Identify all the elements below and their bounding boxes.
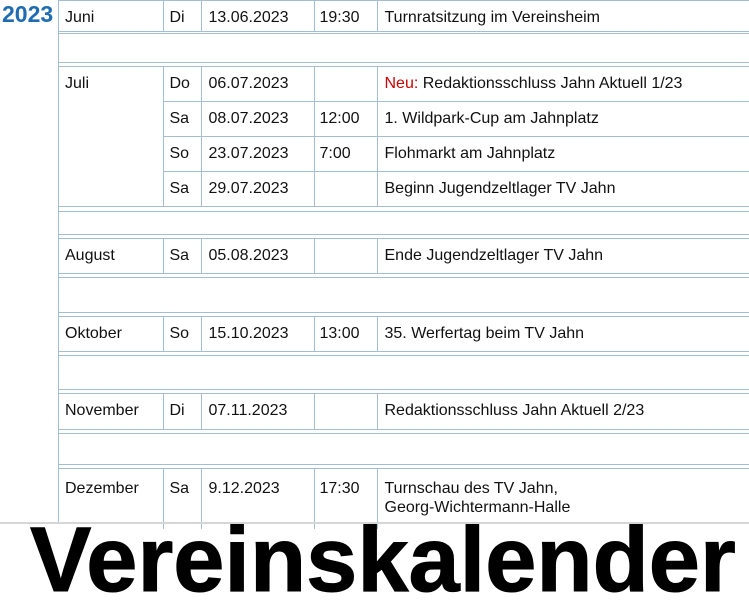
event-cell: 1. Wildpark-Cup am Jahnplatz: [377, 101, 749, 137]
date-cell: 13.06.2023: [201, 0, 315, 32]
month-block-juli: Juli Do 06.07.2023 Neu: Redaktionsschlus…: [59, 66, 749, 207]
calendar-row: So 23.07.2023 7:00 Flohmarkt am Jahnplat…: [59, 136, 749, 172]
day-cell: Sa: [163, 238, 202, 274]
calendar-row: Juni Di 13.06.2023 19:30 Turnratsitzung …: [59, 0, 749, 32]
date-cell: 06.07.2023: [201, 66, 315, 102]
spacer-row: [59, 355, 749, 390]
date-cell: 05.08.2023: [201, 238, 315, 274]
event-cell: Neu: Redaktionsschluss Jahn Aktuell 1/23: [377, 66, 749, 102]
date-cell: 08.07.2023: [201, 101, 315, 137]
month-block-august: August Sa 05.08.2023 Ende Jugendzeltlage…: [59, 238, 749, 274]
table-left-border-line: [58, 0, 59, 523]
calendar-title: Vereinskalender: [30, 509, 737, 602]
day-cell: Do: [163, 66, 202, 102]
calendar-row: Dezember Sa 9.12.2023 17:30 Turnschau de…: [59, 468, 749, 529]
time-cell: [314, 238, 378, 274]
event-cell: Ende Jugendzeltlager TV Jahn: [377, 238, 749, 274]
calendar-row: Sa 08.07.2023 12:00 1. Wildpark-Cup am J…: [59, 101, 749, 137]
event-cell: Beginn Jugendzeltlager TV Jahn: [377, 171, 749, 207]
day-cell: Sa: [163, 101, 202, 137]
month-cell: Oktober: [59, 316, 164, 352]
time-cell: [314, 66, 378, 102]
month-cell: November: [59, 393, 164, 430]
time-cell: 13:00: [314, 316, 378, 352]
calendar-row: Oktober So 15.10.2023 13:00 35. Werferta…: [59, 316, 749, 352]
date-cell: 23.07.2023: [201, 136, 315, 172]
day-cell: So: [163, 316, 202, 352]
event-cell: Redaktionsschluss Jahn Aktuell 2/23: [377, 393, 749, 430]
calendar-row: Juli Do 06.07.2023 Neu: Redaktionsschlus…: [59, 66, 749, 207]
month-block-juni: Juni Di 13.06.2023 19:30 Turnratsitzung …: [59, 0, 749, 32]
time-cell: 17:30: [314, 468, 378, 529]
spacer-row: [59, 433, 749, 465]
date-cell: 9.12.2023: [201, 468, 315, 529]
event-cell: 35. Werfertag beim TV Jahn: [377, 316, 749, 352]
month-block-oktober: Oktober So 15.10.2023 13:00 35. Werferta…: [59, 316, 749, 352]
month-block-dezember: Dezember Sa 9.12.2023 17:30 Turnschau de…: [59, 468, 749, 529]
time-cell: [314, 393, 378, 430]
spacer-row: [59, 33, 749, 63]
day-cell: So: [163, 136, 202, 172]
spacer-row: [59, 277, 749, 313]
event-cell: Turnschau des TV Jahn, Georg-Wichtermann…: [377, 468, 749, 529]
date-cell: 15.10.2023: [201, 316, 315, 352]
day-cell: Di: [163, 393, 202, 430]
year-label: 2023: [2, 1, 54, 27]
month-cell: Juni: [59, 0, 164, 32]
time-cell: 12:00: [314, 101, 378, 137]
month-cell: August: [59, 238, 164, 274]
day-cell: Di: [163, 0, 202, 32]
event-cell: Flohmarkt am Jahnplatz: [377, 136, 749, 172]
date-cell: 07.11.2023: [201, 393, 315, 430]
event-text-line1: Turnschau des TV Jahn,: [384, 480, 558, 497]
event-text-line2: Georg-Wichtermann-Halle: [384, 499, 571, 516]
month-cell: Dezember: [59, 468, 164, 529]
month-cell: Juli: [59, 66, 164, 207]
calendar-row: Sa 29.07.2023 Beginn Jugendzeltlager TV …: [59, 171, 749, 207]
calendar-row: November Di 07.11.2023 Redaktionsschluss…: [59, 393, 749, 430]
calendar-row: August Sa 05.08.2023 Ende Jugendzeltlage…: [59, 238, 749, 274]
day-cell: Sa: [163, 171, 202, 207]
time-cell: [314, 171, 378, 207]
time-cell: 19:30: [314, 0, 378, 32]
divider-line: [0, 522, 749, 524]
spacer-row: [59, 211, 749, 235]
event-cell: Turnratsitzung im Vereinsheim: [377, 0, 749, 32]
day-cell: Sa: [163, 468, 202, 529]
time-cell: 7:00: [314, 136, 378, 172]
month-block-november: November Di 07.11.2023 Redaktionsschluss…: [59, 393, 749, 430]
neu-highlight: Neu:: [384, 75, 419, 92]
date-cell: 29.07.2023: [201, 171, 315, 207]
event-text: Redaktionsschluss Jahn Aktuell 1/23: [418, 75, 683, 92]
